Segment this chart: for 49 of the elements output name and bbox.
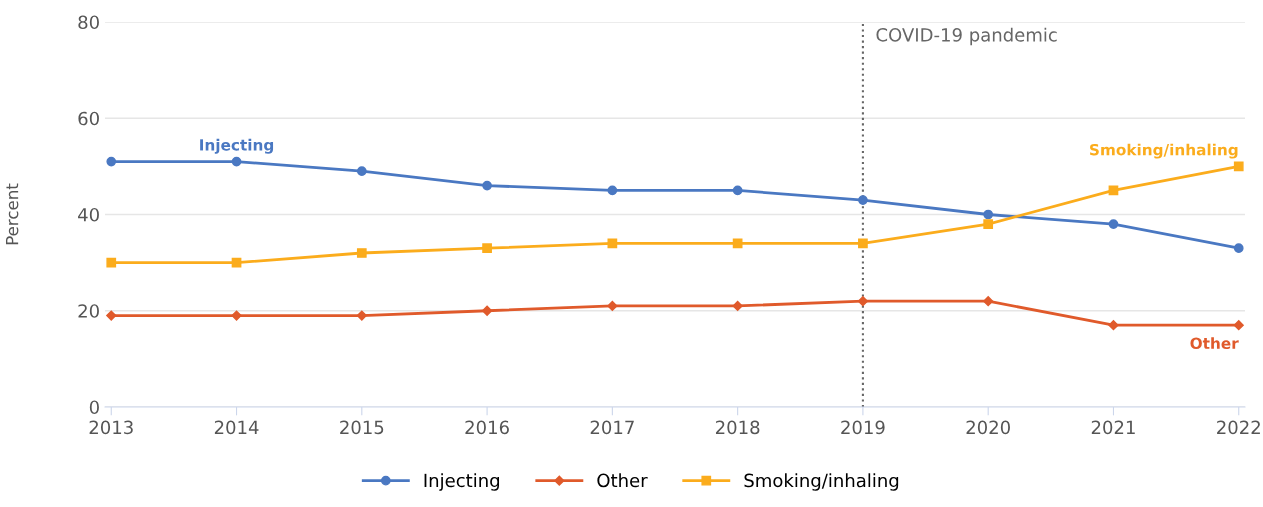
x-tick-label: 2016 — [465, 420, 509, 435]
y-tick-label: 20 — [78, 304, 99, 318]
point — [983, 296, 994, 307]
point — [983, 209, 994, 220]
point — [732, 185, 743, 196]
y-tick-label: 40 — [78, 207, 99, 222]
point — [1108, 320, 1119, 331]
point — [106, 310, 117, 321]
annotation: Smoking/inhaling — [1090, 143, 1238, 159]
point — [983, 219, 994, 229]
x-tick-label: 2022 — [1217, 420, 1260, 435]
y-tick-label: 0 — [89, 400, 99, 415]
x-tick-label: 2013 — [89, 420, 133, 435]
y-tick-label: 60 — [78, 111, 99, 126]
y-axis-title: Percent — [5, 183, 19, 245]
x-tick-label: 2020 — [966, 420, 1010, 435]
point — [857, 296, 869, 307]
point — [356, 166, 367, 177]
point — [607, 300, 618, 312]
x-tick-label: 2015 — [340, 420, 384, 435]
ref-line-label: COVID-19 pandemic — [876, 27, 1057, 46]
point — [481, 305, 493, 316]
point — [356, 248, 367, 258]
annotation: Injecting — [200, 138, 274, 154]
point — [732, 300, 743, 312]
point — [1233, 243, 1244, 254]
point — [1233, 320, 1244, 331]
y-tick-label: 80 — [78, 15, 99, 30]
legend-label: Smoking/inhaling — [744, 473, 899, 491]
point — [231, 310, 242, 321]
legend-label: Injecting — [424, 473, 499, 491]
legend-label: Other — [597, 473, 648, 488]
point — [858, 195, 868, 205]
point — [106, 156, 117, 167]
point — [858, 238, 868, 249]
x-tick-label: 2017 — [590, 420, 634, 435]
point — [482, 180, 492, 191]
annotation: Other — [1190, 337, 1239, 350]
x-tick-label: 2014 — [214, 420, 259, 435]
x-tick-label: 2021 — [1091, 420, 1135, 435]
x-tick-label: 2018 — [715, 420, 760, 435]
point — [1233, 161, 1244, 172]
point — [106, 257, 117, 268]
point — [607, 185, 618, 196]
point — [356, 310, 367, 321]
point — [231, 156, 242, 167]
point — [1108, 219, 1119, 229]
x-tick-label: 2019 — [841, 420, 885, 435]
point — [482, 243, 492, 254]
